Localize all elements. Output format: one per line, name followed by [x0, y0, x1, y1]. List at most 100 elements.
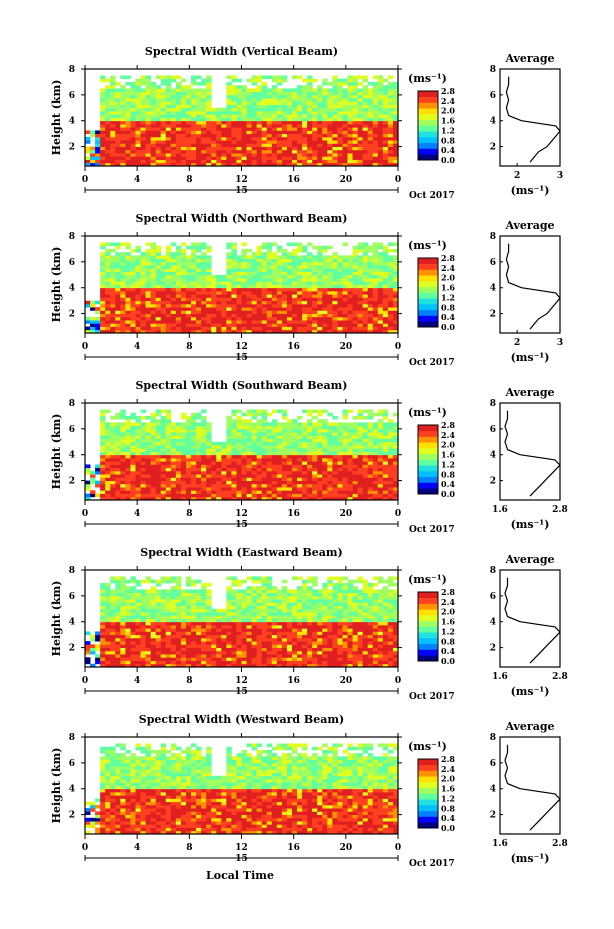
heatmap-cell: [130, 490, 136, 494]
heatmap-cell: [226, 136, 232, 141]
heatmap-cell: [150, 441, 157, 446]
heatmap-cell: [135, 493, 141, 498]
heatmap-cell: [372, 130, 379, 135]
heatmap-cell: [140, 300, 146, 305]
heatmap-cell: [185, 297, 192, 302]
colorbar-tick-label: 2.4: [441, 96, 455, 106]
heatmap-cell: [317, 441, 323, 446]
heatmap-cell: [180, 435, 187, 439]
heatmap-cell: [266, 98, 273, 102]
heatmap-cell: [251, 435, 258, 439]
heatmap-cell: [231, 88, 237, 93]
heatmap-cell: [165, 271, 172, 276]
heatmap-cell: [382, 265, 389, 269]
heatmap-cell: [387, 130, 394, 135]
heatmap-cell: [297, 162, 303, 167]
heatmap-cell: [135, 470, 141, 475]
heatmap-cell: [372, 483, 379, 488]
heatmap-cell: [175, 85, 182, 89]
heatmap-cell: [160, 490, 167, 494]
heatmap-cell: [322, 136, 328, 141]
heatmap-cell: [291, 490, 298, 494]
heatmap-cell: [271, 310, 278, 314]
heatmap-cell: [165, 81, 172, 86]
heatmap-cell: [145, 242, 152, 247]
heatmap-cell: [130, 445, 136, 449]
heatmap-cell: [165, 265, 172, 269]
heatmap-cell: [317, 91, 323, 96]
heatmap-cell: [307, 242, 313, 247]
heatmap-cell: [261, 265, 268, 269]
heatmap-cell: [206, 438, 212, 443]
heatmap-cell: [367, 278, 374, 282]
heatmap-cell: [191, 133, 197, 138]
heatmap-cell: [120, 496, 126, 501]
heatmap-cell: [266, 127, 273, 131]
heatmap-cell: [377, 85, 384, 89]
heatmap-cell: [347, 265, 353, 269]
heatmap-cell: [347, 136, 353, 141]
heatmap-cell: [347, 111, 353, 115]
heatmap-cell: [236, 435, 242, 439]
heatmap-cell: [110, 274, 116, 279]
heatmap-cell: [145, 432, 152, 436]
heatmap-cell: [145, 493, 152, 498]
heatmap-cell: [226, 101, 232, 105]
heatmap-cell: [110, 156, 116, 160]
heatmap-cell: [180, 104, 187, 109]
heatmap-cell: [372, 127, 379, 131]
heatmap-cell: [241, 252, 247, 256]
heatmap-cell: [216, 329, 222, 334]
heatmap-cell: [180, 483, 187, 488]
heatmap-cell: [322, 326, 328, 331]
heatmap-cell: [302, 448, 308, 452]
heatmap-cell: [216, 467, 222, 472]
heatmap-cell: [105, 608, 111, 613]
heatmap-cell: [226, 477, 232, 481]
heatmap-cell: [327, 441, 333, 446]
heatmap-cell: [392, 490, 399, 494]
heatmap-cell: [120, 294, 126, 298]
heatmap-cell: [246, 297, 252, 302]
heatmap-cell: [170, 255, 177, 260]
heatmap-cell: [357, 448, 364, 452]
heatmap-cell: [191, 316, 197, 321]
heatmap-cell: [392, 242, 399, 247]
heatmap-cell: [332, 107, 338, 112]
heatmap-cell: [261, 316, 268, 321]
heatmap-cell: [367, 114, 374, 118]
heatmap-cell: [185, 123, 192, 128]
heatmap-cell: [246, 88, 252, 93]
heatmap-cell: [180, 316, 187, 321]
heatmap-cell: [110, 631, 116, 636]
heatmap-cell: [266, 107, 273, 112]
heatmap-cell: [145, 81, 152, 86]
heatmap-cell: [327, 445, 333, 449]
heatmap-cell: [155, 91, 162, 96]
heatmap-cell: [231, 438, 237, 443]
heatmap-cell: [150, 117, 157, 122]
heatmap-cell: [201, 130, 207, 135]
heatmap-cell: [276, 480, 283, 485]
heatmap-cell: [367, 271, 374, 276]
heatmap-cell: [297, 300, 303, 305]
colorbar-swatch: [418, 488, 438, 495]
heatmap-cell: [120, 94, 126, 99]
heatmap-cell: [175, 274, 182, 279]
heatmap-cell: [387, 441, 394, 446]
heatmap-cell: [125, 448, 131, 452]
heatmap-cell: [135, 432, 141, 436]
heatmap-cell: [256, 133, 263, 138]
heatmap-cell: [297, 435, 303, 439]
heatmap-cell: [276, 140, 283, 144]
heatmap-cell: [286, 101, 293, 105]
heatmap-cell: [377, 120, 384, 125]
heatmap-cell: [317, 432, 323, 436]
heatmap-cell: [185, 98, 192, 102]
heatmap-cell: [347, 78, 353, 83]
heatmap-cell: [211, 470, 217, 475]
heatmap-cell: [251, 310, 258, 314]
heatmap-cell: [175, 120, 182, 125]
heatmap-cell: [291, 493, 298, 498]
heatmap-cell: [115, 470, 121, 475]
